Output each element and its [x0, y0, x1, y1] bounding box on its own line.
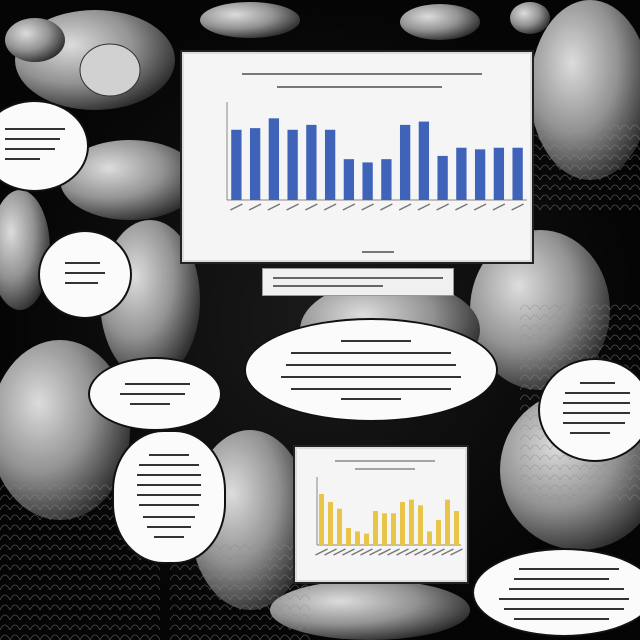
chart-bar	[456, 147, 467, 200]
x-tick-label	[398, 203, 412, 211]
chart-bar	[328, 501, 333, 545]
chart-bars	[231, 118, 523, 200]
chart-bar	[346, 528, 351, 545]
x-tick-label	[248, 203, 262, 211]
x-tick-label	[436, 203, 449, 211]
x-tick-label	[405, 548, 418, 556]
chart-bar	[381, 159, 392, 200]
x-tick-label	[333, 548, 346, 556]
chart-bar	[287, 129, 298, 200]
chart-bar	[231, 129, 242, 200]
chart-panel-blue	[180, 50, 534, 264]
chart-bar	[306, 124, 317, 200]
chart-panel-yellow	[293, 445, 469, 584]
chart-bar	[418, 505, 423, 545]
chart-bar	[324, 129, 336, 200]
x-tick-label	[423, 548, 436, 556]
x-tick-label	[342, 548, 355, 556]
x-tick-label	[492, 203, 506, 211]
chart-bar	[399, 124, 411, 200]
x-tick-label	[473, 203, 487, 211]
x-tick-label	[369, 548, 382, 556]
bubble-text-scribble	[137, 454, 201, 538]
chart-bar	[373, 511, 378, 545]
chart-bar	[409, 499, 414, 545]
x-tick-label	[378, 548, 391, 556]
bubble-text-scribble	[120, 383, 190, 405]
bar-chart-blue	[226, 73, 527, 253]
chart-bars	[319, 494, 459, 545]
speech-bubble-center	[244, 318, 498, 422]
speech-bubble-left	[38, 230, 132, 319]
chart-bar	[474, 149, 486, 200]
chart-title-scribble	[242, 73, 482, 88]
x-tick-label	[286, 203, 299, 211]
speech-bubble-mid-left	[88, 357, 222, 431]
x-tick-label	[342, 203, 356, 211]
bubble-text-scribble	[65, 261, 105, 284]
chart-bar	[268, 118, 280, 200]
chart-bar	[418, 121, 430, 200]
speech-bubble-right	[538, 358, 640, 462]
speech-bubble-bottom-right	[472, 548, 640, 637]
chart-bar	[427, 531, 432, 545]
chart-bar	[337, 508, 342, 545]
chart-bar	[319, 494, 324, 545]
x-tick-label	[360, 548, 373, 556]
chart-bar	[400, 501, 405, 545]
bubble-text-scribble	[499, 567, 629, 620]
chart-tick-labels	[230, 203, 524, 211]
chart-bar	[391, 513, 396, 545]
bubble-text-scribble	[4, 128, 65, 160]
chart-tick-labels	[315, 548, 463, 556]
x-tick-label	[387, 548, 400, 556]
x-tick-label	[511, 203, 524, 211]
speech-bubble-top-left	[0, 100, 89, 192]
bubble-text-scribble	[563, 382, 630, 434]
x-tick-label	[380, 203, 393, 211]
x-tick-label	[323, 203, 337, 211]
chart-title-scribble	[335, 460, 435, 470]
caption-scribble	[273, 277, 443, 287]
chart-bar	[364, 533, 369, 545]
x-tick-label	[267, 203, 281, 211]
x-tick-label	[432, 548, 445, 556]
chart-bar	[512, 147, 523, 200]
speech-bubble-tall-left	[112, 430, 226, 564]
x-tick-label	[417, 203, 431, 211]
chart-bar	[355, 531, 360, 545]
bubble-text-scribble	[281, 340, 461, 400]
x-tick-label	[324, 548, 337, 556]
x-tick-label	[305, 203, 318, 211]
chart-bar	[362, 162, 373, 200]
x-tick-label	[441, 548, 454, 556]
x-tick-label	[455, 203, 468, 211]
x-tick-label	[230, 203, 243, 211]
chart-caption	[262, 268, 454, 296]
chart-bar	[454, 511, 459, 545]
chart-bar	[249, 128, 261, 200]
x-tick-label	[450, 548, 463, 556]
chart-bar	[382, 513, 387, 545]
x-tick-label	[351, 548, 364, 556]
x-tick-label	[361, 203, 374, 211]
bar-chart-yellow	[315, 460, 463, 556]
chart-bar	[436, 520, 441, 545]
chart-bar	[343, 159, 355, 200]
chart-bar	[437, 155, 448, 200]
chart-bar	[493, 147, 505, 200]
x-tick-label	[315, 548, 328, 556]
x-tick-label	[414, 548, 427, 556]
chart-bar	[445, 499, 450, 545]
x-tick-label	[396, 548, 409, 556]
